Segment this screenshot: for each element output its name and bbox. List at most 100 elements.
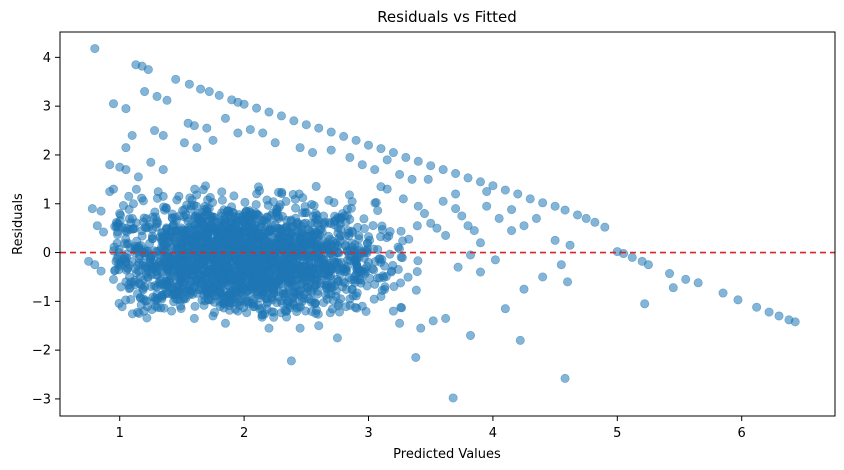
scatter-point bbox=[215, 243, 225, 253]
scatter-point bbox=[560, 373, 570, 383]
scatter-point bbox=[426, 161, 436, 171]
x-tick-label: 2 bbox=[240, 426, 248, 441]
scatter-point bbox=[305, 237, 315, 247]
scatter-point bbox=[328, 295, 338, 305]
scatter-point bbox=[269, 255, 279, 265]
scatter-point bbox=[245, 211, 255, 221]
scatter-point bbox=[373, 206, 383, 216]
scatter-point bbox=[198, 185, 208, 195]
scatter-point bbox=[346, 252, 356, 262]
scatter-point bbox=[556, 260, 566, 270]
scatter-point bbox=[242, 308, 252, 318]
scatter-point bbox=[197, 229, 207, 239]
scatter-point bbox=[108, 274, 118, 284]
scatter-point bbox=[377, 225, 387, 235]
scatter-point bbox=[179, 138, 189, 148]
scatter-point bbox=[137, 193, 147, 203]
scatter-point bbox=[183, 235, 193, 245]
x-tick-label: 1 bbox=[116, 426, 124, 441]
scatter-point bbox=[151, 222, 161, 232]
scatter-point bbox=[255, 293, 265, 303]
scatter-point bbox=[254, 228, 264, 238]
scatter-point bbox=[451, 189, 461, 199]
scatter-point bbox=[172, 195, 182, 205]
scatter-point bbox=[469, 226, 479, 236]
scatter-point bbox=[237, 294, 247, 304]
scatter-point bbox=[231, 223, 241, 233]
scatter-point bbox=[681, 274, 691, 284]
scatter-point bbox=[507, 205, 517, 215]
scatter-point bbox=[226, 271, 236, 281]
scatter-point bbox=[233, 128, 243, 138]
scatter-point bbox=[215, 287, 225, 297]
scatter-point bbox=[395, 318, 405, 328]
scatter-point bbox=[375, 273, 385, 283]
scatter-point bbox=[339, 131, 349, 141]
scatter-point bbox=[257, 276, 267, 286]
y-tick-label: −3 bbox=[32, 392, 51, 407]
scatter-point bbox=[140, 282, 150, 292]
scatter-point bbox=[438, 165, 448, 175]
scatter-point bbox=[90, 44, 100, 54]
scatter-point bbox=[448, 393, 458, 403]
scatter-point bbox=[353, 222, 363, 232]
scatter-point bbox=[619, 249, 629, 259]
scatter-point bbox=[515, 335, 525, 345]
scatter-point bbox=[718, 288, 728, 298]
scatter-point bbox=[790, 317, 800, 327]
scatter-point bbox=[233, 306, 243, 316]
scatter-point bbox=[345, 152, 355, 162]
scatter-point bbox=[208, 311, 218, 321]
scatter-point bbox=[143, 266, 153, 276]
scatter-point bbox=[413, 256, 423, 266]
scatter-point bbox=[451, 169, 461, 179]
scatter-point bbox=[538, 272, 548, 282]
scatter-point bbox=[160, 205, 170, 215]
scatter-point bbox=[340, 211, 350, 221]
scatter-point bbox=[419, 209, 429, 219]
scatter-point bbox=[286, 356, 296, 366]
scatter-point bbox=[507, 226, 517, 236]
scatter-point bbox=[665, 269, 675, 279]
scatter-point bbox=[451, 204, 461, 214]
scatter-point bbox=[262, 294, 272, 304]
scatter-point bbox=[164, 283, 174, 293]
scatter-point bbox=[303, 282, 313, 292]
scatter-point bbox=[223, 261, 233, 271]
scatter-point bbox=[217, 187, 227, 197]
scatter-point bbox=[142, 313, 152, 323]
scatter-point bbox=[396, 278, 406, 288]
scatter-point bbox=[323, 258, 333, 268]
scatter-point bbox=[364, 140, 374, 150]
scatter-point bbox=[281, 306, 291, 316]
scatter-point bbox=[108, 184, 118, 194]
scatter-point bbox=[313, 289, 323, 299]
scatter-point bbox=[344, 228, 354, 238]
scatter-point bbox=[127, 130, 137, 140]
scatter-point bbox=[172, 281, 182, 291]
scatter-point bbox=[204, 87, 214, 97]
scatter-point bbox=[194, 285, 204, 295]
scatter-point bbox=[327, 304, 337, 314]
scatter-point bbox=[308, 211, 318, 221]
scatter-point bbox=[314, 321, 324, 331]
scatter-point bbox=[281, 289, 291, 299]
scatter-point bbox=[212, 235, 222, 245]
scatter-point bbox=[263, 200, 273, 210]
scatter-point bbox=[335, 265, 345, 275]
scatter-point bbox=[289, 116, 299, 126]
scatter-point bbox=[128, 199, 138, 209]
scatter-point bbox=[590, 217, 600, 227]
scatter-point bbox=[214, 90, 224, 100]
scatter-point bbox=[490, 255, 500, 265]
scatter-point bbox=[204, 203, 214, 213]
scatter-point bbox=[202, 123, 212, 133]
scatter-point bbox=[105, 160, 115, 170]
scatter-point bbox=[96, 266, 106, 276]
scatter-point bbox=[329, 281, 339, 291]
scatter-point bbox=[270, 138, 280, 148]
scatter-point bbox=[216, 223, 226, 233]
scatter-point bbox=[158, 165, 168, 175]
scatter-point bbox=[307, 199, 317, 209]
scatter-point bbox=[308, 148, 318, 158]
